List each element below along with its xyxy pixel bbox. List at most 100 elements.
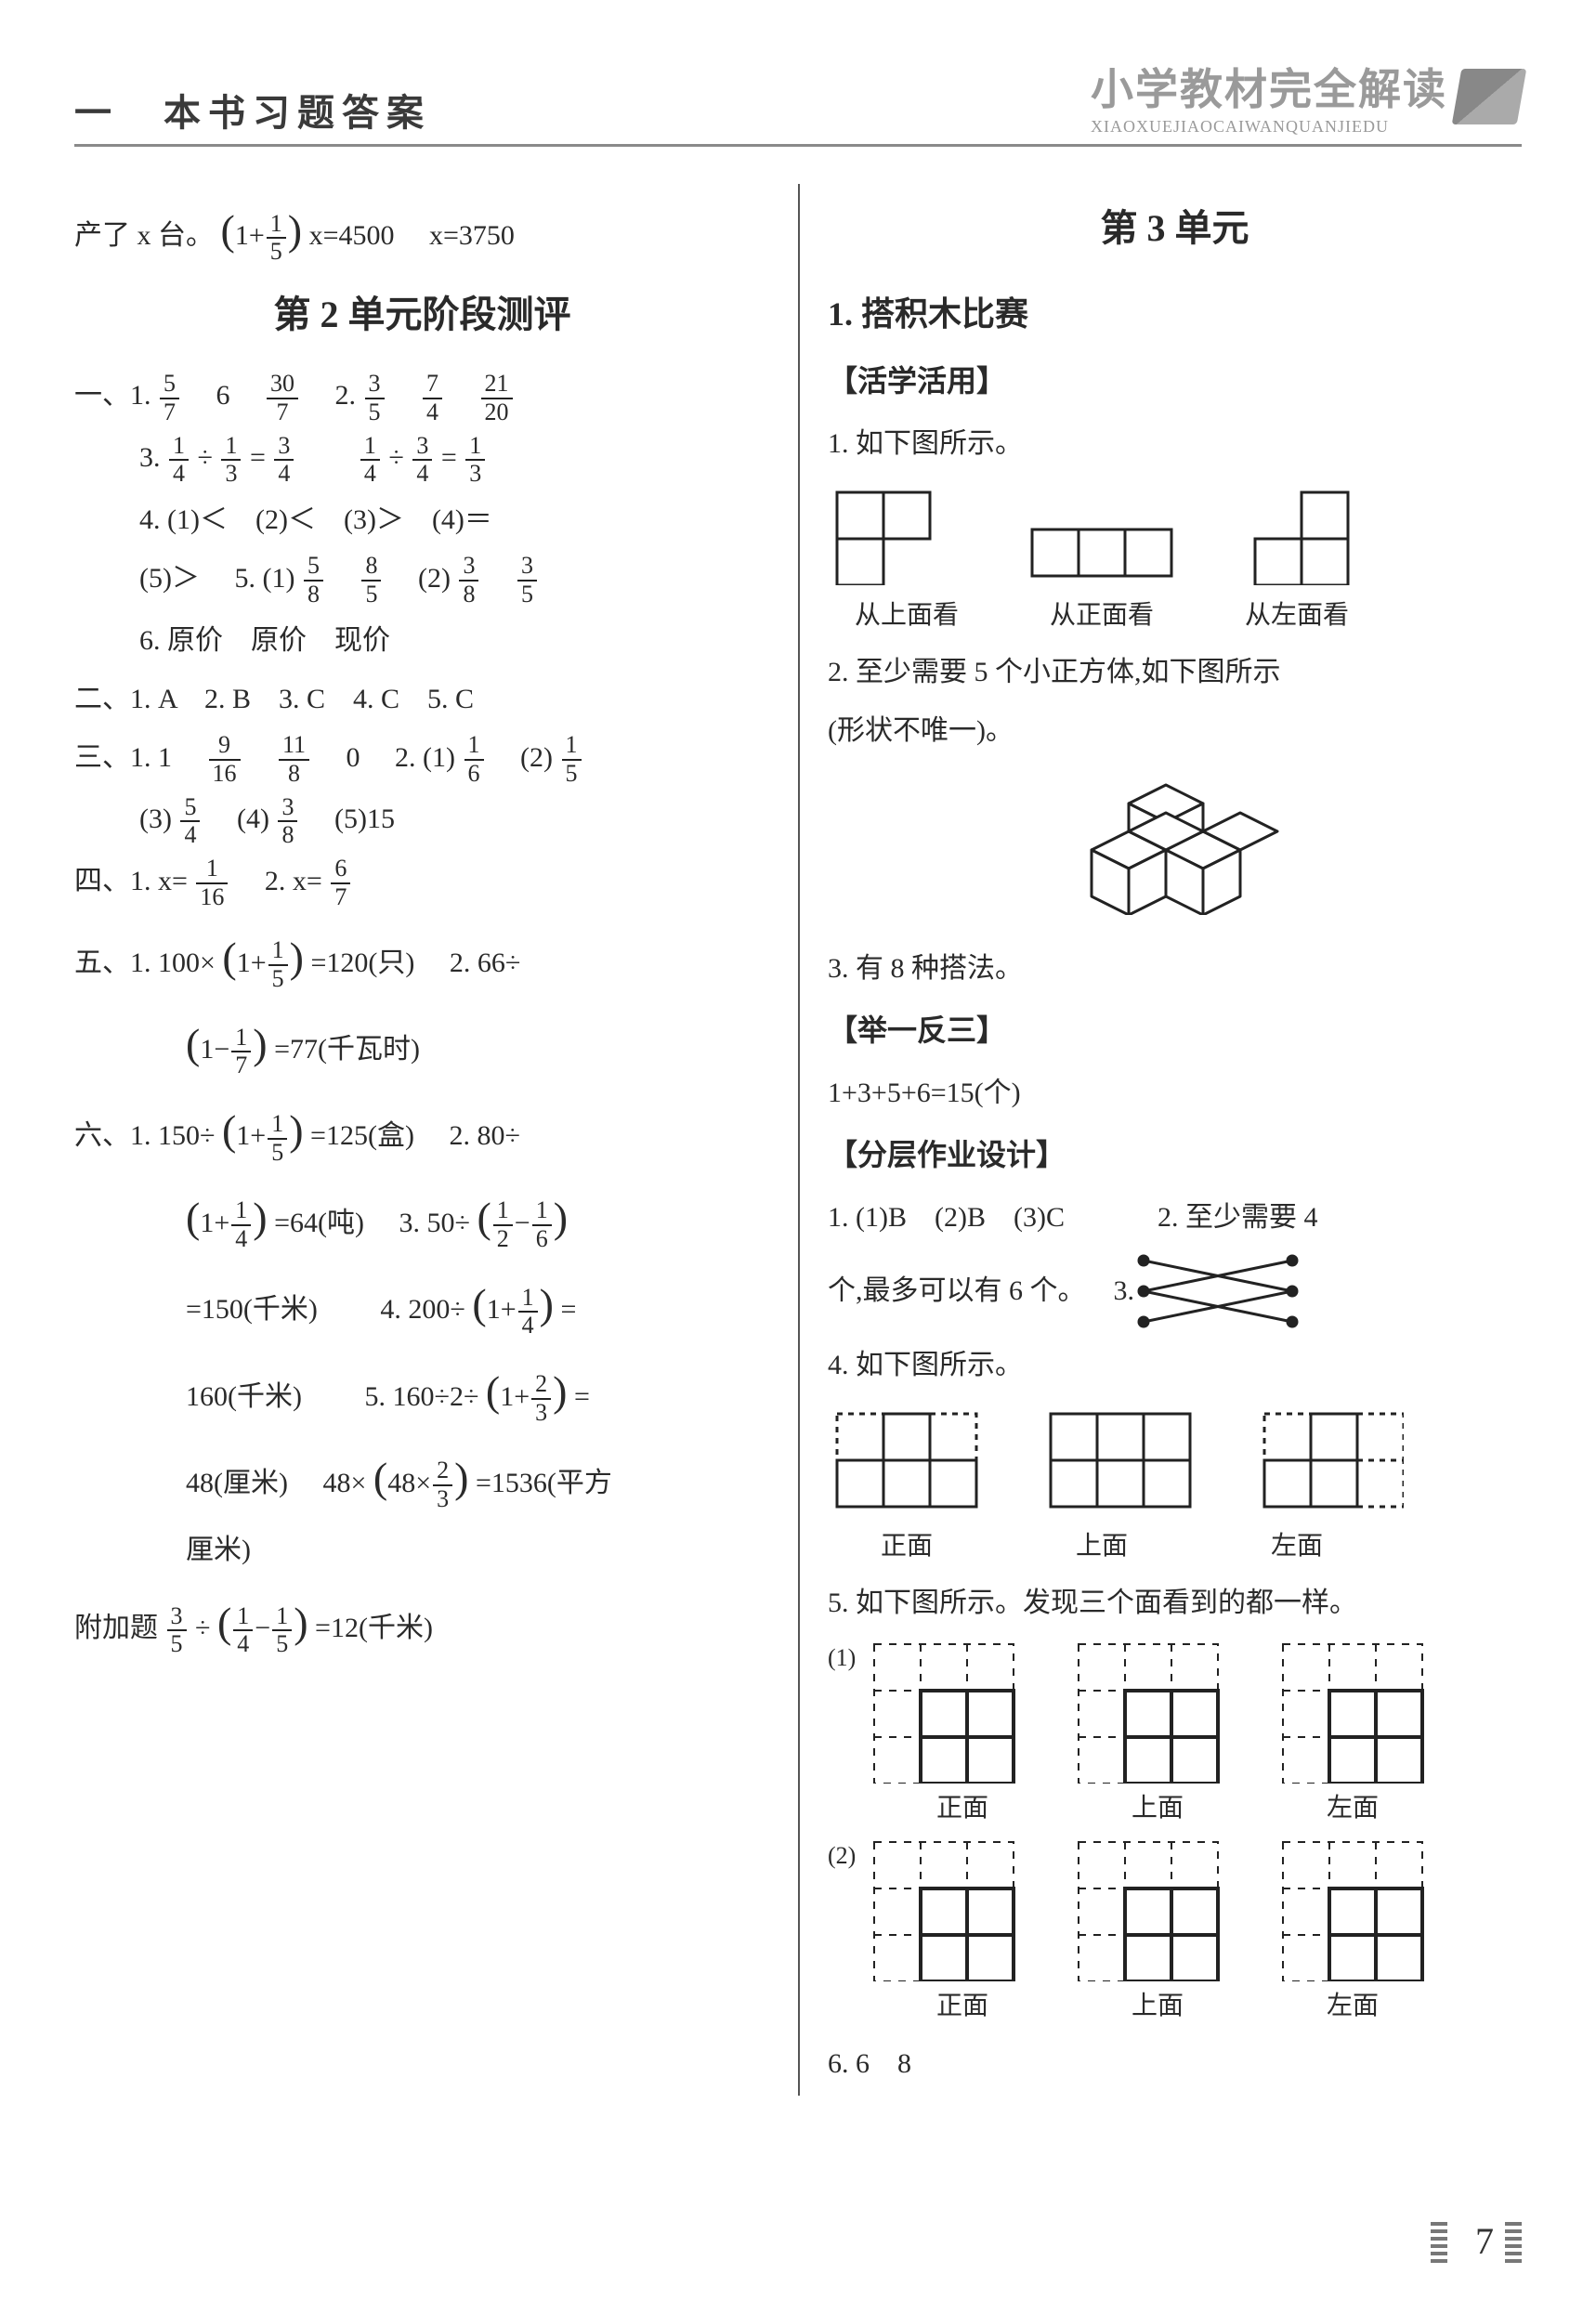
eq: = [441, 442, 457, 473]
label: 正面 [883, 1981, 1041, 2031]
view-labels-row: 从上面看 从正面看 从左面看 [828, 591, 1522, 640]
brand-text-wrap: 小学教材完全解读 XIAOXUEJIAOCAIWANQUANJIEDU [1091, 56, 1447, 137]
section-1-title: 1. 搭积木比赛 [828, 282, 1522, 346]
fraction: 15 [272, 1603, 292, 1658]
r-t2: 2. 至少需要 5 个小正方体,如下图所示 [828, 646, 1522, 699]
label: 正面 [883, 1784, 1041, 1833]
q5-fig1-icon [865, 1635, 1441, 1784]
top-view-2-icon [1041, 1405, 1218, 1516]
page-number: 7 [1475, 2219, 1494, 2263]
val: 6 [216, 380, 230, 411]
header-left-title: 一 本书习题答案 [74, 83, 431, 137]
box-title-3: 【分层作业设计】 [828, 1127, 1522, 1183]
label: 2. x= [265, 866, 322, 896]
big-paren: ) [553, 1367, 567, 1415]
text: 48(厘米) [186, 1468, 288, 1498]
fraction: 14 [360, 433, 380, 488]
fraction: 34 [412, 433, 432, 488]
big-paren: ( [222, 1106, 236, 1154]
text: 48× [322, 1468, 366, 1498]
eq: = [560, 1294, 576, 1325]
q3-b: (3) 54 (4) 38 (5)15 [74, 792, 770, 849]
r-t4b: 2. 至少需要 4 [1158, 1191, 1318, 1244]
fraction: 14 [518, 1285, 538, 1339]
label: 4. 200÷ [380, 1294, 464, 1325]
q4: 四、1. x= 116 2. x= 67 [74, 855, 770, 911]
op: ÷ [198, 442, 213, 473]
text: 1+ [235, 220, 265, 251]
r-t4d: 3. [1114, 1264, 1135, 1317]
q6: 六、1. 150÷ (1+15) =125(盒) 2. 80÷ [74, 1090, 770, 1170]
fraction: 23 [433, 1457, 452, 1512]
q1-1: 一、1. 57 6 307 2. 35 74 2120 [74, 369, 770, 425]
fraction: 118 [279, 732, 309, 787]
text: 48× [387, 1468, 431, 1498]
label: 上面 [1079, 1981, 1236, 2031]
q6-l2: (1+14) =64(吨) 3. 50÷ (12−16) [74, 1177, 770, 1258]
label: 左面 [1274, 1981, 1432, 2031]
label: 从左面看 [1218, 591, 1376, 640]
fraction: 38 [459, 553, 478, 608]
big-paren: ( [222, 934, 236, 981]
fraction: 307 [267, 371, 298, 425]
big-paren: ( [221, 206, 235, 254]
fraction: 38 [278, 794, 297, 849]
p: (1) [262, 563, 294, 594]
unit2-heading: 第 2 单元阶段测评 [74, 280, 770, 350]
label: 3. [139, 442, 161, 473]
eq: =125(盒) [310, 1120, 414, 1151]
big-paren: ) [294, 1599, 307, 1646]
label: 3. 50÷ [399, 1208, 469, 1238]
fraction: 35 [167, 1603, 187, 1658]
op: ÷ [388, 442, 403, 473]
fraction: 17 [231, 1025, 251, 1079]
label: 从上面看 [828, 591, 986, 640]
left-column: 产了 x 台。 (1+15) x=4500 x=3750 第 2 单元阶段测评 … [74, 184, 798, 2096]
fraction: 15 [268, 1111, 287, 1166]
extra: 附加题 35 ÷ (14−15) =12(千米) [74, 1582, 770, 1663]
big-paren: ( [186, 1020, 200, 1067]
r-t5: 4. 如下图所示。 [828, 1339, 1522, 1392]
big-paren: ) [289, 1106, 303, 1154]
label: 5. [234, 563, 255, 594]
brand-title: 小学教材完全解读 [1091, 66, 1447, 113]
r-t4-row: 1. (1)B (2)B (3)C 2. 至少需要 4 [828, 1191, 1522, 1244]
q6-l4: 160(千米) 5. 160÷2÷ (1+23) = [74, 1351, 770, 1431]
big-paren: ) [540, 1280, 554, 1327]
label: 一、1. [74, 380, 151, 411]
fraction: 14 [231, 1197, 251, 1252]
fraction: 35 [365, 371, 385, 425]
fraction: 14 [169, 433, 189, 488]
eq: =120(只) [311, 947, 415, 978]
big-paren: ( [373, 1454, 387, 1501]
big-paren: ( [472, 1280, 486, 1327]
fraction: 2120 [481, 371, 513, 425]
op: ÷ [195, 1613, 210, 1643]
fraction: 85 [361, 553, 381, 608]
fraction: 16 [464, 732, 484, 787]
fraction: 16 [532, 1197, 552, 1252]
label: 2. [395, 742, 416, 773]
big-paren: ) [288, 206, 302, 254]
big-paren: ) [554, 1194, 568, 1241]
big-paren: ) [290, 934, 304, 981]
label: 四、1. x= [74, 866, 188, 896]
text: (5)＞ [139, 563, 200, 594]
q1-3: 3. 14 ÷ 13 = 34 14 ÷ 34 = 13 [74, 431, 770, 488]
page-decoration-left [1431, 2218, 1447, 2263]
op: − [515, 1208, 530, 1238]
q5-figures: (1) 正面 上面 左面 (2) [828, 1635, 1522, 2031]
fraction: 15 [562, 732, 582, 787]
label: 三、1. 1 [74, 742, 172, 773]
fraction: 14 [233, 1603, 253, 1658]
p: (4) [237, 804, 269, 834]
front-view-2-icon [828, 1405, 1004, 1516]
op: − [255, 1613, 270, 1643]
val: 0 [347, 742, 360, 773]
right-column: 第 3 单元 1. 搭积木比赛 【活学活用】 1. 如下图所示。 [798, 184, 1522, 2096]
box-title-2: 【举一反三】 [828, 1002, 1522, 1059]
left-view-2-icon [1255, 1405, 1404, 1516]
q5-labels-1: 正面 上面 左面 [883, 1784, 1522, 1833]
p: (2) [418, 563, 451, 594]
r-t1: 1. 如下图所示。 [828, 417, 1522, 470]
